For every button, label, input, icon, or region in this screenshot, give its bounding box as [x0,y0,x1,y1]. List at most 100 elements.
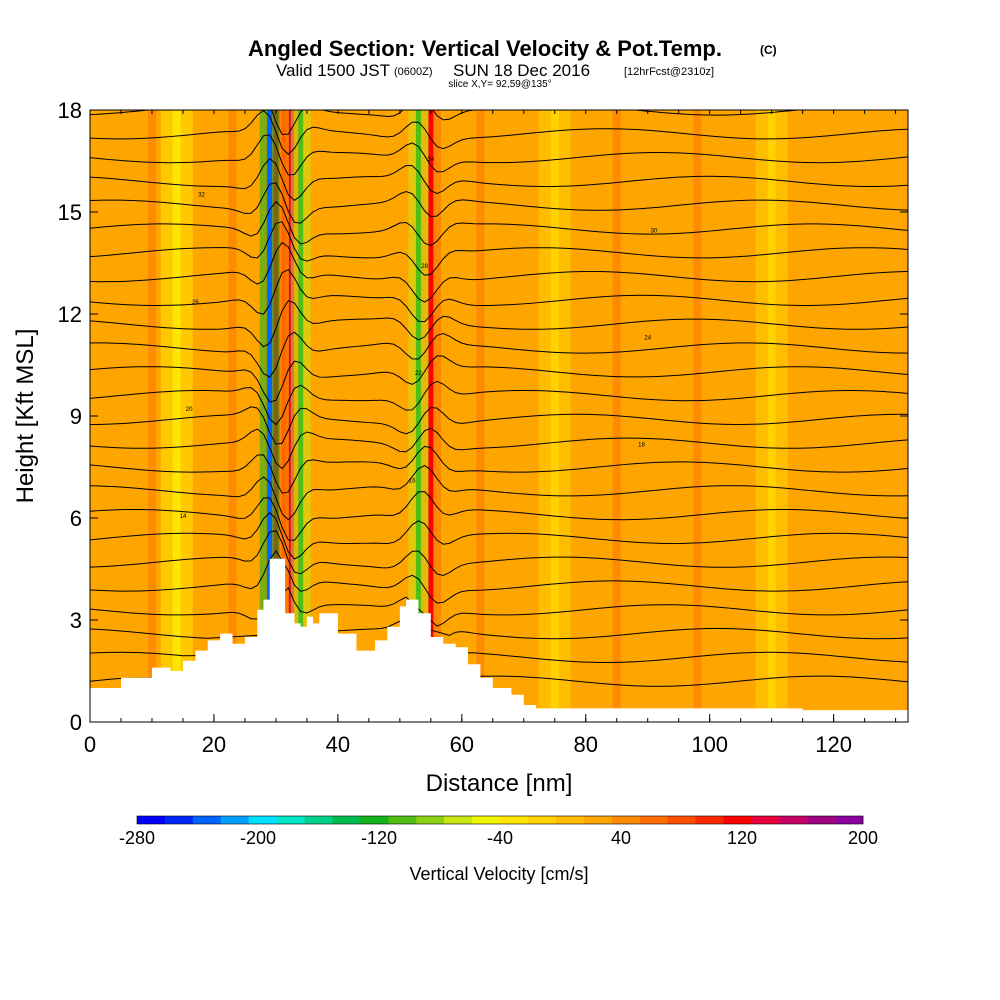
subtitle-date: SUN 18 Dec 2016 [453,61,590,80]
subtitle-zulu: (0600Z) [394,66,433,78]
isentrope-line [90,550,908,604]
colorbar-swatch [472,816,501,824]
y-tick-label: 3 [70,608,82,633]
updraft-band-core [147,110,156,722]
x-tick-label: 0 [84,732,96,757]
plot-area: 14 16 18 20 22 24 26 28 30 32 34 [90,110,908,722]
colorbar-swatch [807,816,836,824]
x-tick-label: 20 [202,732,226,757]
isentrope-line [90,134,908,176]
x-axis: 0 20 40 60 80 100 120 [84,110,897,757]
isentrope-line [90,620,908,640]
colorbar-frame [136,815,864,825]
colorbar-tick-label: -120 [361,828,397,848]
subtitle-forecast: [12hrFcst@2310z] [624,66,714,78]
colorbar-swatch [611,816,640,824]
y-tick-label: 9 [70,404,82,429]
colorbar-swatch [248,816,277,824]
contour-label: 16 [409,478,416,484]
isentrope-line [90,512,908,560]
subtitle-valid: Valid 1500 JST [276,61,390,80]
isentrope-line [90,268,908,323]
isentrope-line [90,586,908,627]
colorbar-tick-label: 120 [727,828,757,848]
updraft-band-core [476,110,485,722]
downdraft-band [755,110,788,722]
contour-label: 28 [421,264,428,270]
colorbar-swatch [751,816,780,824]
isentrope-line [90,201,908,247]
x-tick-label: 60 [450,732,474,757]
isentrope-line [90,530,908,577]
colorbar-tick-label: 200 [848,828,878,848]
y-axis-label: Height [Kft MSL] [12,329,39,504]
isentrope-line [90,675,908,687]
updraft-band-core [693,110,702,722]
colorbar: -280 -200 -120 -40 40 120 200 [119,815,878,848]
isentrope-line [90,491,908,541]
colorbar-swatch [360,816,389,824]
terrain [90,558,908,722]
contour-label: 30 [651,228,658,234]
isentrope-line [90,157,908,202]
isentrope-line [90,427,908,470]
colorbar-swatch [527,816,557,824]
y-tick-label: 6 [70,506,82,531]
y-tick-label: 18 [58,98,82,123]
downdraft-band [160,110,193,722]
x-tick-label: 120 [815,732,852,757]
isentrope-line [90,241,908,303]
colorbar-swatch [667,816,696,824]
downdraft-band-core [550,110,559,722]
contour-label: 18 [638,443,645,449]
isentrope-line [90,331,908,378]
x-tick-label: 100 [691,732,728,757]
colorbar-swatch [500,816,529,824]
colorbar-tick-label: -200 [240,828,276,848]
x-tick-label: 40 [326,732,350,757]
y-tick-label: 12 [58,302,82,327]
colorbar-swatch [388,816,417,824]
downdraft-band-core [172,110,181,722]
colorbar-swatch [137,816,166,824]
colorbar-swatch [416,816,445,824]
colorbar-swatch [723,816,752,824]
updraft-band [681,110,714,722]
contour-label: 24 [644,336,651,342]
isentrope-line [90,406,908,445]
contour-label: 20 [186,407,193,413]
colorbar-tick-label: -40 [487,828,513,848]
y-tick-label: 0 [70,710,82,735]
isentrope-line [90,445,908,494]
downdraft-band-core [767,110,776,722]
updraft-band [216,110,249,722]
colorbar-swatch [639,816,668,824]
isentrope-line [90,465,908,521]
updraft-band [464,110,497,722]
colorbar-swatch [583,816,612,824]
isentrope-line [90,300,908,348]
x-axis-label: Distance [nm] [426,770,573,797]
colorbar-swatch [555,816,585,824]
isentrope-line [90,651,908,663]
colorbar-swatch [276,816,305,824]
colorbar-tick-label: 40 [611,828,631,848]
contour-label: 22 [415,371,422,377]
downdraft-band [538,110,571,722]
colorbar-label: Vertical Velocity [cm/s] [409,864,588,884]
isentrope-line [90,182,908,224]
colorbar-swatch [192,816,222,824]
updraft-band-core [428,110,434,722]
potential-temperature-contours: 14 16 18 20 22 24 26 28 30 32 34 [90,110,908,687]
colorbar-swatch [835,816,864,824]
y-axis: 0 3 6 9 12 15 18 [58,98,908,735]
downdraft-band-core [267,110,273,722]
chart-title: Angled Section: Vertical Velocity & Pot.… [248,36,722,61]
chart-title-unit: (C) [760,43,777,57]
updraft-band-core [228,110,237,722]
contour-label: 34 [427,157,434,163]
colorbar-tick-label: -280 [119,828,155,848]
isentrope-line [90,221,908,276]
isentrope-line [90,110,908,156]
